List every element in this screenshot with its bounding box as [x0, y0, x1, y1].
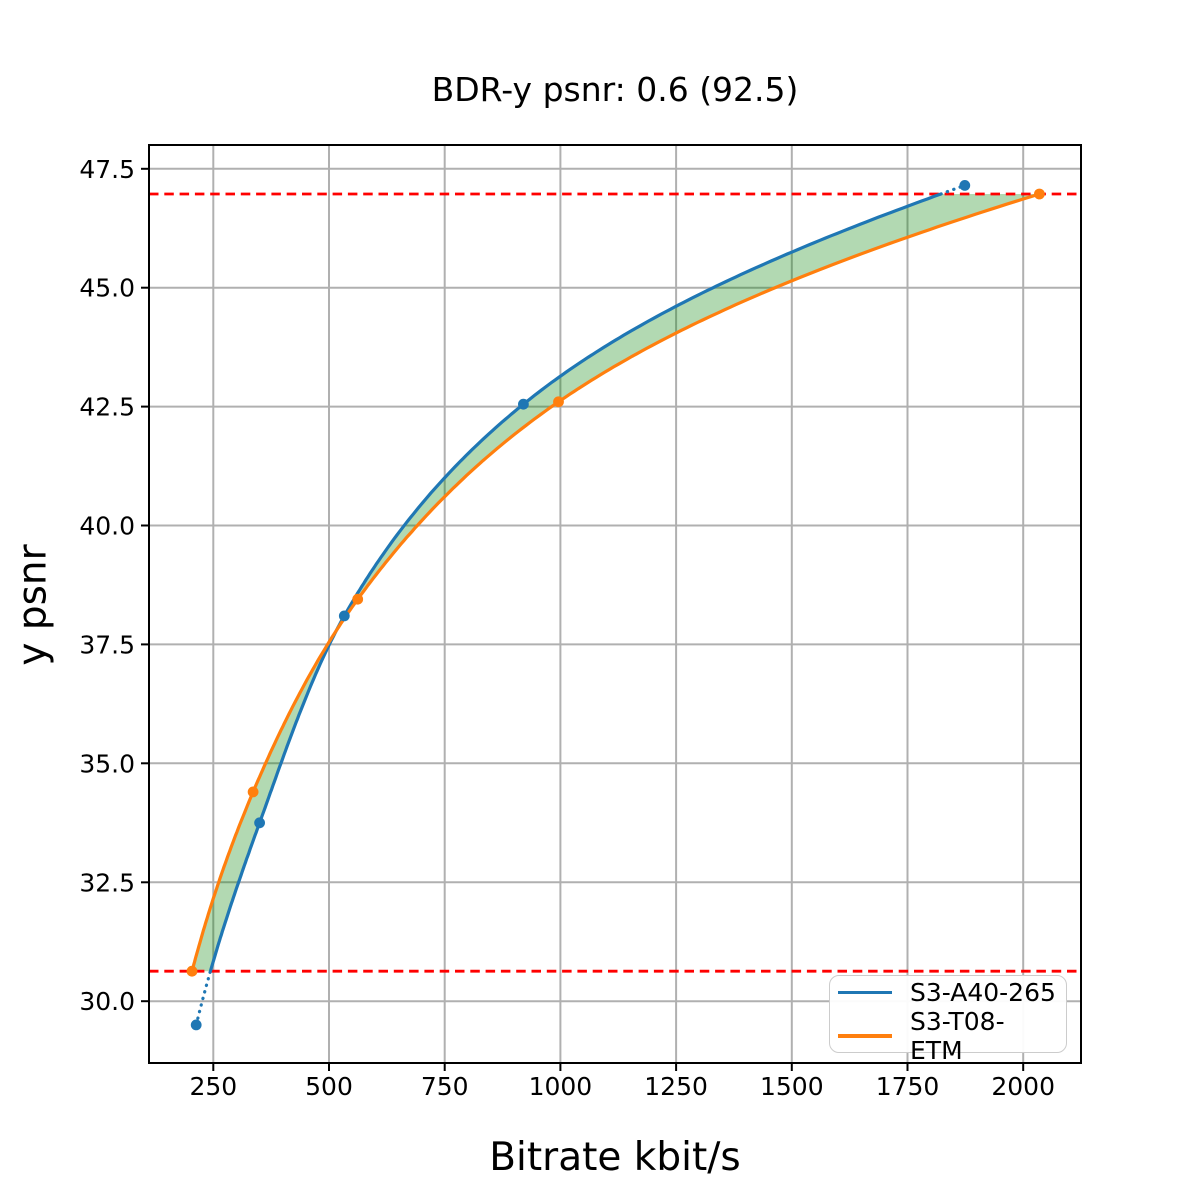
tick-label-y-32.5: 32.5 [79, 868, 135, 897]
legend-line-sample [838, 990, 892, 995]
tick-label-y-37.5: 37.5 [79, 630, 135, 659]
marker-S3-A40-265-920 [518, 398, 529, 410]
x-axis-label: Bitrate kbit/s [489, 1135, 741, 1180]
tick-label-x-250: 250 [189, 1072, 237, 1101]
tick-label-y-30: 30.0 [79, 987, 135, 1016]
marker-S3-T08-ETM-2035 [1034, 188, 1045, 200]
tick-label-x-750: 750 [421, 1072, 469, 1101]
marker-S3-T08-ETM-996 [553, 396, 564, 408]
series-dotted-low-S3-A40-265 [194, 969, 212, 1027]
marker-S3-A40-265-213 [190, 1019, 202, 1031]
marker-S3-T08-ETM-336 [247, 786, 259, 798]
tick-label-x-1250: 1250 [644, 1072, 708, 1101]
tick-label-x-1750: 1750 [876, 1072, 940, 1101]
y-axis-label: y psnr [10, 544, 56, 666]
chart-title: BDR-y psnr: 0.6 (92.5) [431, 70, 799, 109]
tick-label-y-47.5: 47.5 [79, 155, 135, 184]
bd-overlap-fill [192, 194, 1040, 972]
tick-label-y-40: 40.0 [79, 512, 135, 541]
legend-item-S3-T08-ETM: S3-T08-ETM [838, 1007, 1056, 1065]
tick-label-y-45: 45.0 [79, 274, 135, 303]
legend-label: S3-A40-265 [910, 978, 1056, 1007]
legend-item-S3-A40-265: S3-A40-265 [838, 978, 1056, 1007]
legend-label: S3-T08-ETM [910, 1007, 1005, 1065]
tick-label-y-35: 35.0 [79, 749, 135, 778]
plot-border [148, 144, 1082, 1064]
marker-S3-T08-ETM-204 [186, 965, 198, 977]
tick-label-x-1000: 1000 [529, 1072, 593, 1101]
plot-area [149, 145, 1081, 1063]
marker-S3-A40-265-533 [338, 610, 350, 622]
marker-S3-A40-265-1874 [959, 180, 971, 191]
tick-label-x-2000: 2000 [991, 1072, 1055, 1101]
legend: S3-A40-265 S3-T08-ETM [829, 975, 1067, 1065]
series-line-S3-T08-ETM [190, 192, 1040, 972]
tick-label-x-1500: 1500 [760, 1072, 824, 1101]
marker-S3-A40-265-350 [254, 817, 265, 829]
tick-label-x-500: 500 [305, 1072, 353, 1101]
tick-label-y-42.5: 42.5 [79, 393, 135, 422]
series-line-S3-A40-265 [208, 192, 942, 972]
marker-S3-T08-ETM-562 [352, 593, 364, 605]
legend-line-sample [838, 1034, 892, 1038]
